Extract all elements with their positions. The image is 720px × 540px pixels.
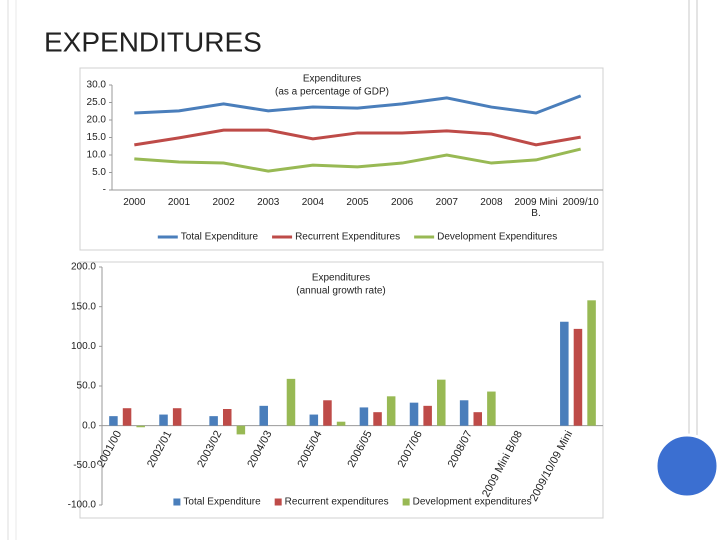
bar <box>423 405 432 426</box>
bar <box>136 425 145 428</box>
line-series <box>134 147 582 173</box>
chart-subtitle: (as a percentage of GDP) <box>275 87 389 98</box>
legend-label: Recurrent expenditures <box>285 497 389 508</box>
bar <box>386 396 396 426</box>
x-tick-label: 2006 <box>391 197 414 208</box>
line-series <box>134 94 582 115</box>
y-tick-label: 15.0 <box>87 132 107 143</box>
y-tick-label: 200.0 <box>71 262 96 273</box>
legend-label: Total Expenditure <box>181 232 259 243</box>
x-tick-label: 2006/05 <box>346 429 375 470</box>
y-tick-label: 50.0 <box>77 381 97 392</box>
x-tick-label: 2003/02 <box>195 429 224 470</box>
legend-swatch <box>173 498 181 506</box>
y-tick-label: 5.0 <box>92 167 106 178</box>
legend-label: Total Expenditure <box>183 497 261 508</box>
bar <box>573 328 583 426</box>
bar <box>373 412 382 426</box>
y-tick-label: 150.0 <box>71 301 96 312</box>
y-tick-label: - <box>103 185 106 196</box>
bar <box>222 409 232 426</box>
bar <box>236 425 246 435</box>
x-tick-label: 2000 <box>123 197 146 208</box>
x-tick-label: 2008/07 <box>446 429 475 470</box>
decor-circle <box>654 433 720 499</box>
chart-subtitle: (annual growth rate) <box>296 286 386 297</box>
y-tick-label: 10.0 <box>87 150 107 161</box>
bar <box>309 414 319 426</box>
bar <box>409 402 419 426</box>
bar <box>286 378 296 426</box>
legend-swatch <box>402 498 410 506</box>
bar <box>122 408 132 426</box>
bar <box>109 416 118 426</box>
legend-label: Development Expenditures <box>437 232 557 243</box>
x-tick-label: 2009/10 <box>562 197 599 208</box>
legend-swatch <box>274 498 282 506</box>
bar <box>487 391 496 426</box>
bar <box>323 400 332 426</box>
y-tick-label: 100.0 <box>71 341 96 352</box>
bar <box>336 421 346 426</box>
bar <box>560 321 569 426</box>
bar <box>437 379 446 426</box>
x-tick-label: 2009/10/09 Mini <box>528 429 575 504</box>
bar <box>259 405 268 426</box>
x-tick-label: 2009 Mini B/08 <box>480 429 525 499</box>
y-tick-label: 25.0 <box>87 97 107 108</box>
y-tick-label: 0.0 <box>82 420 96 431</box>
x-tick-label: 2003 <box>257 197 280 208</box>
x-tick-label: 2005 <box>346 197 369 208</box>
y-tick-label: 20.0 <box>87 115 107 126</box>
x-tick-label: 2002 <box>212 197 235 208</box>
x-tick-label: 2002/01 <box>145 429 174 470</box>
bar <box>359 407 369 426</box>
x-tick-label: 2008 <box>480 197 503 208</box>
chart-frame <box>79 67 604 251</box>
chart-frame <box>79 261 604 519</box>
chart-title: Expenditures <box>312 273 370 284</box>
chart-title: Expenditures <box>303 74 361 85</box>
bar <box>159 414 168 426</box>
bar <box>459 400 469 426</box>
legend-label: Development expenditures <box>413 497 532 508</box>
x-tick-label: 2005/04 <box>295 429 324 470</box>
line-series <box>134 128 581 147</box>
x-tick-label: 2007 <box>435 197 458 208</box>
bar <box>172 408 182 426</box>
bar <box>473 412 483 426</box>
y-tick-label: -100.0 <box>68 500 97 511</box>
x-tick-label: 2004/03 <box>245 429 274 470</box>
y-tick-label: 30.0 <box>87 80 107 91</box>
bar <box>209 416 218 426</box>
page-title: EXPENDITURES <box>44 26 262 57</box>
x-tick-label: 2001/00 <box>95 429 124 470</box>
x-tick-label: 2001 <box>167 197 191 208</box>
x-tick-label: 2009 Mini B. <box>514 197 558 219</box>
x-tick-label: 2004 <box>301 197 324 208</box>
legend-label: Recurrent Expenditures <box>295 232 400 243</box>
y-tick-label: -50.0 <box>73 460 96 471</box>
x-tick-label: 2007/06 <box>396 429 425 470</box>
bar <box>587 300 596 426</box>
